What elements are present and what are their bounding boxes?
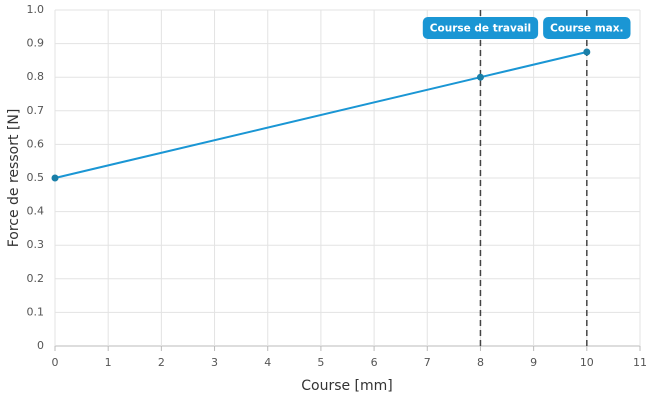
y-tick-label: 0.5 [27, 171, 45, 184]
data-point [51, 174, 59, 182]
x-tick-label: 6 [371, 356, 378, 369]
y-tick-label: 0.8 [27, 70, 45, 83]
x-tick-label: 4 [264, 356, 271, 369]
x-tick-label: 11 [633, 356, 647, 369]
x-tick-label: 10 [580, 356, 594, 369]
x-tick-label: 5 [317, 356, 324, 369]
x-tick-label: 0 [52, 356, 59, 369]
annotation-box [543, 17, 631, 39]
y-tick-label: 0.6 [27, 137, 45, 150]
annotation-box [422, 17, 539, 39]
x-tick-label: 9 [530, 356, 537, 369]
y-tick-label: 0.9 [27, 37, 45, 50]
y-axis-title: Force de ressort [N] [6, 109, 22, 248]
x-tick-label: 8 [477, 356, 484, 369]
annotation-label: Course max. [550, 23, 623, 35]
y-tick-label: 0.4 [27, 205, 45, 218]
y-tick-label: 0.7 [27, 104, 45, 117]
data-point [583, 48, 591, 56]
x-tick-label: 2 [158, 356, 165, 369]
annotation-label: Course de travail [430, 23, 531, 35]
y-tick-label: 1.0 [27, 3, 45, 16]
y-tick-label: 0 [37, 339, 44, 352]
y-tick-label: 0.3 [27, 238, 45, 251]
x-axis-title: Course [mm] [301, 378, 393, 394]
x-tick-label: 1 [105, 356, 112, 369]
x-tick-label: 3 [211, 356, 218, 369]
y-tick-label: 0.2 [27, 272, 45, 285]
x-tick-label: 7 [424, 356, 431, 369]
data-point [476, 73, 484, 81]
y-tick-label: 0.1 [27, 305, 45, 318]
